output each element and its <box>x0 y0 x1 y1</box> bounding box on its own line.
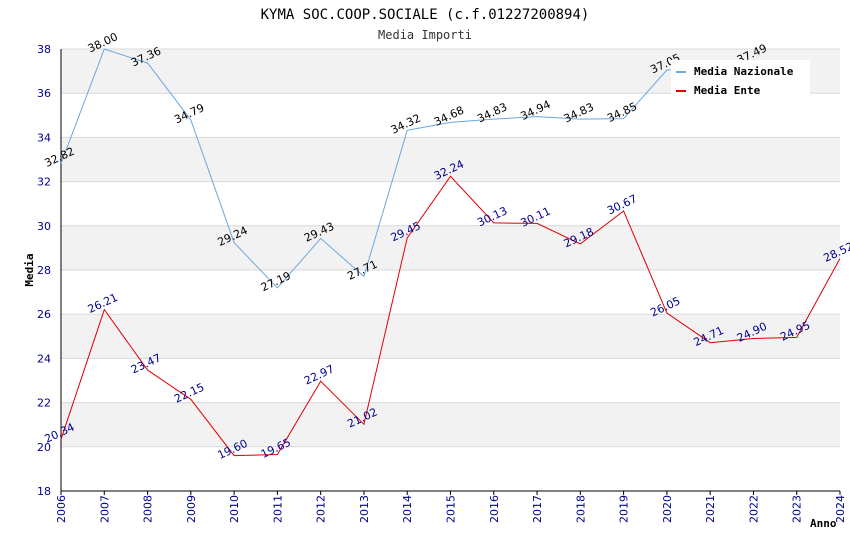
x-tick-2011: 2011 <box>271 495 284 523</box>
y-tick-20: 20 <box>37 441 51 454</box>
x-tick-2021: 2021 <box>704 495 717 523</box>
data-label-media-nazionale-2016: 34.83 <box>475 100 509 125</box>
x-tick-2015: 2015 <box>445 495 458 523</box>
data-label-media-ente-2019: 30.67 <box>605 192 639 217</box>
x-tick-2012: 2012 <box>315 495 328 523</box>
y-tick-18: 18 <box>37 485 51 498</box>
y-tick-labels: 18 20 22 24 26 28 30 32 34 36 38 <box>37 43 51 498</box>
y-tick-34: 34 <box>37 131 51 144</box>
series-line-media-ente <box>60 175 841 457</box>
x-tick-2022: 2022 <box>747 495 760 523</box>
y-tick-38: 38 <box>37 43 51 56</box>
plot-background-bands <box>61 49 840 447</box>
x-tick-2014: 2014 <box>401 495 414 523</box>
x-tick-2018: 2018 <box>574 495 587 523</box>
x-tick-2010: 2010 <box>228 495 241 523</box>
y-axis-label: Media <box>23 253 36 286</box>
legend: Media Nazionale Media Ente <box>671 60 810 97</box>
x-axis-label: Anno <box>810 517 837 530</box>
axes <box>60 49 841 495</box>
data-label-media-nazionale-2019: 34.85 <box>605 100 639 125</box>
chart-title: KYMA SOC.COOP.SOCIALE (c.f.01227200894) <box>261 7 590 23</box>
data-label-media-nazionale-2015: 34.68 <box>432 104 466 129</box>
x-tick-2016: 2016 <box>488 495 501 523</box>
x-tick-2020: 2020 <box>661 495 674 523</box>
y-tick-26: 26 <box>37 308 51 321</box>
data-label-media-ente-2007: 26.21 <box>86 291 120 316</box>
x-tick-2017: 2017 <box>531 495 544 523</box>
data-label-media-nazionale-2018: 34.83 <box>562 100 596 125</box>
x-tick-2019: 2019 <box>618 495 631 523</box>
legend-label-media-nazionale: Media Nazionale <box>694 65 794 78</box>
x-tick-2024: 2024 <box>834 495 847 523</box>
x-tick-2008: 2008 <box>142 495 155 523</box>
x-tick-2007: 2007 <box>98 495 111 523</box>
series-lines <box>60 48 841 457</box>
series-line-media-nazionale <box>60 48 754 289</box>
y-tick-28: 28 <box>37 264 51 277</box>
x-tick-2013: 2013 <box>358 495 371 523</box>
y-tick-32: 32 <box>37 176 51 189</box>
band-28 <box>61 225 840 270</box>
y-tick-24: 24 <box>37 352 51 365</box>
data-label-media-nazionale-2017: 34.94 <box>519 98 553 123</box>
data-label-media-nazionale-2014: 34.32 <box>389 112 423 137</box>
chart-subtitle: Media Importi <box>378 28 472 42</box>
band-32 <box>61 137 840 182</box>
data-label-media-ente-2009: 22.15 <box>172 381 206 406</box>
y-tick-22: 22 <box>37 397 51 410</box>
x-tick-2006: 2006 <box>55 495 68 523</box>
data-label-media-nazionale-2011: 27.19 <box>259 269 293 294</box>
band-20 <box>61 402 840 447</box>
legend-label-media-ente: Media Ente <box>694 84 761 97</box>
x-tick-labels: 2006 2007 2008 2009 2010 2011 2012 2013 2014 2015… <box>55 495 847 523</box>
x-tick-2009: 2009 <box>185 495 198 523</box>
y-tick-36: 36 <box>37 87 51 100</box>
data-label-media-nazionale-2009: 34.79 <box>172 101 206 126</box>
y-tick-30: 30 <box>37 220 51 233</box>
gridlines <box>61 48 840 492</box>
x-tick-2023: 2023 <box>791 495 804 523</box>
band-24 <box>61 314 840 359</box>
legend-box <box>671 60 810 97</box>
